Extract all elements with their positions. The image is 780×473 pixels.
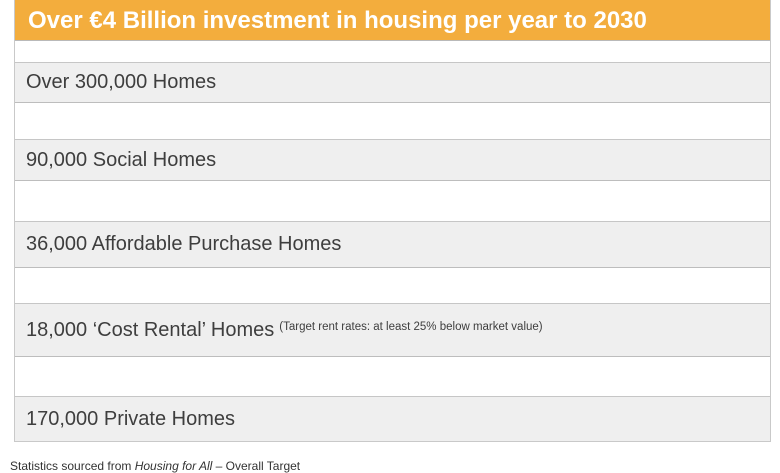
housing-targets-table: Over €4 Billion investment in housing pe… (14, 0, 771, 442)
row-text: Over 300,000 Homes (26, 71, 217, 93)
table-row-social-homes: 90,000 Social Homes (15, 140, 770, 181)
table-title: Over €4 Billion investment in housing pe… (15, 0, 770, 41)
row-spacer (15, 268, 770, 304)
row-text: 170,000 Private Homes (26, 407, 236, 430)
row-spacer (15, 181, 770, 222)
source-caption: Statistics sourced from Housing for All … (10, 459, 300, 473)
row-spacer (15, 103, 770, 140)
table-row-affordable-purchase-homes: 36,000 Affordable Purchase Homes (15, 222, 770, 268)
row-text: 18,000 ‘Cost Rental’ Homes (26, 318, 275, 341)
table-row-total-homes: Over 300,000 Homes (15, 63, 770, 103)
table-row-private-homes: 170,000 Private Homes (15, 397, 770, 441)
caption-source-title: Housing for All (134, 459, 213, 473)
table-row-cost-rental-homes: 18,000 ‘Cost Rental’ Homes (Target rent … (15, 304, 770, 357)
row-text: 90,000 Social Homes (26, 148, 217, 171)
row-spacer (15, 41, 770, 63)
caption-suffix: – Overall Target (212, 459, 301, 473)
row-text: 36,000 Affordable Purchase Homes (26, 233, 342, 255)
row-note: (Target rent rates: at least 25% below m… (279, 321, 543, 333)
caption-prefix: Statistics sourced from (10, 459, 135, 473)
row-spacer (15, 357, 770, 397)
